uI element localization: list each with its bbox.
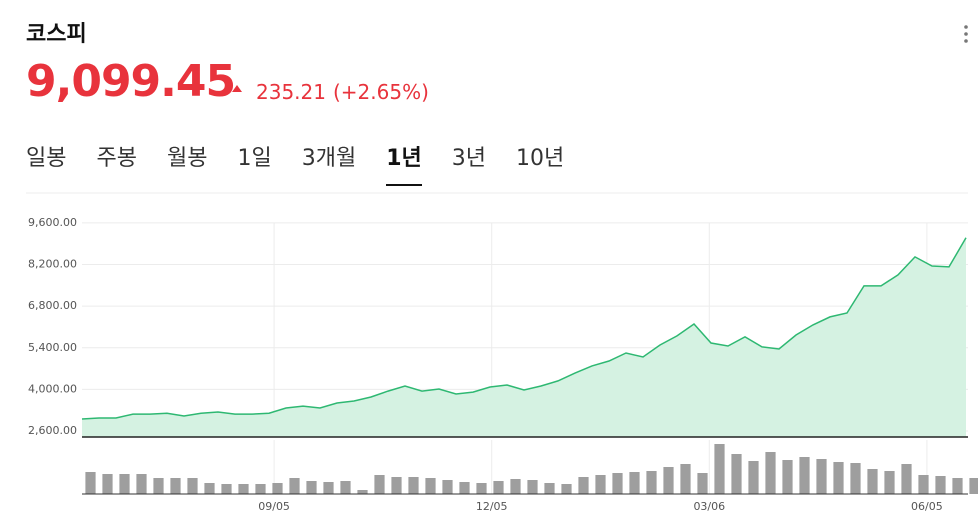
y-tick-label: 4,000.00 [28,382,77,395]
price: 9,099.45 [26,56,236,107]
volume-bar [204,483,215,494]
volume-bar [952,478,963,494]
y-tick-label: 5,400.00 [28,341,77,354]
volume-bar [476,483,487,494]
volume-bar [816,459,827,494]
volume-bar [578,477,589,494]
volume-bar [187,478,198,494]
volume-bar [782,460,793,494]
volume-bar [561,484,572,494]
y-tick-label: 6,800.00 [28,299,77,312]
volume-bar [238,484,249,494]
area [82,237,966,437]
y-tick-label: 2,600.00 [28,424,77,437]
tabs: 일봉 주봉 월봉 1일 3개월 1년 3년 10년 [26,140,564,186]
volume-bar [663,467,674,494]
change: 235.21 [256,80,326,104]
volume-bar [748,461,759,494]
title: 코스피 [26,22,87,47]
volume-bar [425,478,436,494]
volume-bar [136,474,147,494]
volume-bar [595,475,606,494]
volume-bar [408,477,419,494]
up-arrow [232,85,242,92]
menu-dot[interactable] [964,39,968,43]
tab[interactable]: 1일 [237,146,272,171]
volume-bar [323,482,334,494]
volume-bar [714,444,725,494]
volume-bar [85,472,96,494]
volume-bar [374,475,385,494]
volume-bar [544,483,555,494]
volume-bar [391,477,402,494]
volume-bar [765,452,776,494]
volume-bar [799,457,810,494]
volume-bar [612,473,623,494]
y-tick-label: 9,600.00 [28,216,77,229]
volume-bar [170,478,181,494]
menu-dot[interactable] [964,25,968,29]
volume-bar [493,481,504,494]
menu-dot[interactable] [964,32,968,36]
volume-bar [867,469,878,494]
tab[interactable]: 1년 [386,140,422,186]
price-line [81,237,967,420]
volume-bar [629,472,640,494]
volume-bar [102,474,113,494]
tab[interactable]: 3개월 [301,146,357,171]
y-tick-label: 8,200.00 [28,258,77,271]
volume-bar [255,484,266,494]
volume-bar [459,482,470,494]
volume-bar [357,490,368,494]
volume-bar [289,478,300,494]
tab[interactable]: 주봉 [96,146,137,171]
x-tick-label: 12/05 [476,500,508,513]
volume-bar [935,476,946,494]
x-tick-label: 03/06 [693,500,725,513]
tab[interactable]: 3년 [451,146,486,171]
volume-bar [153,478,164,494]
volume-bar [884,471,895,494]
volume-bar [340,481,351,494]
tab[interactable]: 월봉 [166,146,208,171]
volume-bar [221,484,232,494]
tab[interactable]: 10년 [516,146,565,171]
volume-bar [527,480,538,494]
volume-bar [119,474,130,494]
tab[interactable]: 일봉 [26,146,67,171]
volume-bar [697,473,708,494]
volume-bar [901,464,912,494]
change-pct: (+2.65%) [333,80,429,104]
x-tick-label: 06/05 [911,500,943,513]
volume-bar [850,463,861,494]
volume-bar [306,481,317,494]
volume-bar [680,464,691,494]
volume-bar [833,462,844,494]
volume-bar [731,454,742,494]
volume-bar [442,480,453,494]
volume-bar [272,483,283,494]
x-tick-label: 09/05 [258,500,290,513]
volume-bar [646,471,657,494]
volume-bar [510,479,521,494]
volume-bar [969,478,978,494]
volume-bar [918,475,929,494]
